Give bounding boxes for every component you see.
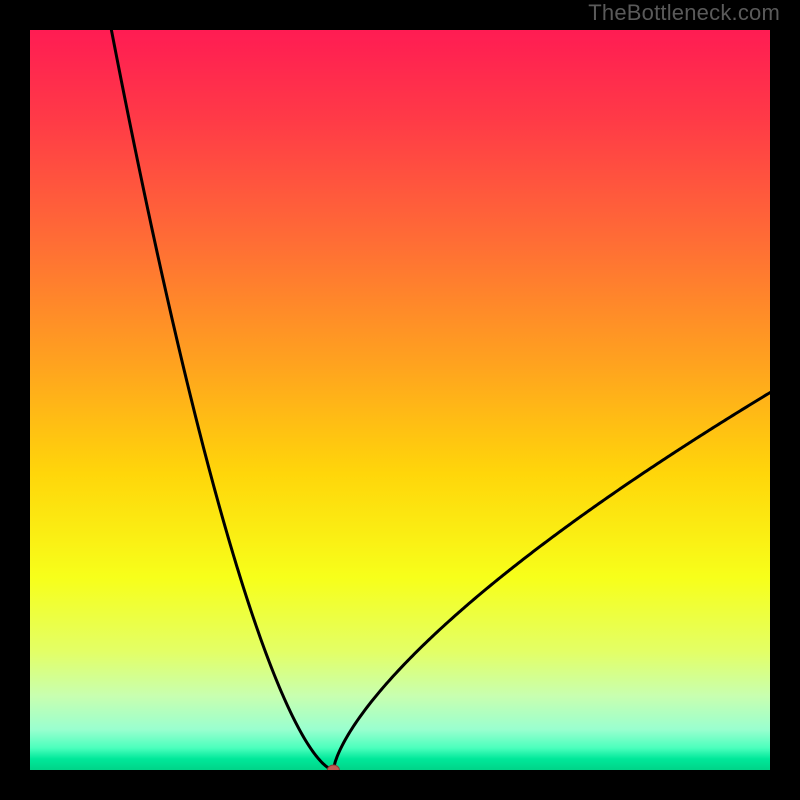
plot-area [30,30,770,770]
watermark-text: TheBottleneck.com [588,0,780,26]
chart-container: TheBottleneck.com [0,0,800,800]
chart-svg [30,30,770,770]
gradient-background [30,30,770,770]
